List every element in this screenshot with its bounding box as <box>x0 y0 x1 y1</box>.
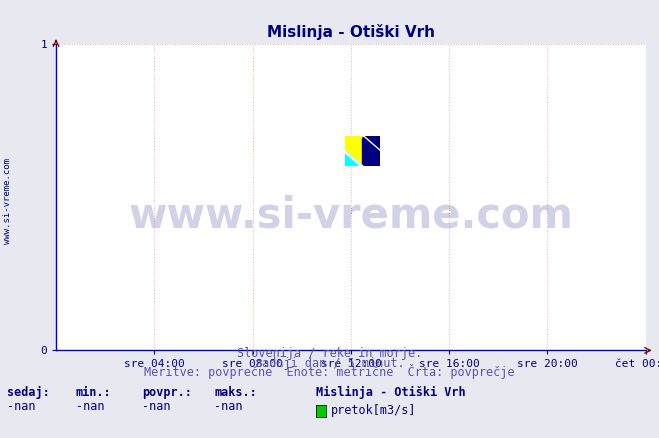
Polygon shape <box>345 136 363 152</box>
Text: www.si-vreme.com: www.si-vreme.com <box>129 194 573 237</box>
Polygon shape <box>345 136 362 166</box>
Text: Slovenija / reke in morje.: Slovenija / reke in morje. <box>237 347 422 360</box>
Title: Mislinja - Otiški Vrh: Mislinja - Otiški Vrh <box>267 24 435 40</box>
Text: -nan: -nan <box>214 399 243 413</box>
Text: -nan: -nan <box>7 399 35 413</box>
Text: sedaj:: sedaj: <box>7 386 49 399</box>
Polygon shape <box>345 151 363 166</box>
Text: Meritve: povprečne  Enote: metrične  Črta: povprečje: Meritve: povprečne Enote: metrične Črta:… <box>144 364 515 379</box>
Text: www.si-vreme.com: www.si-vreme.com <box>3 159 13 244</box>
Text: min.:: min.: <box>76 386 111 399</box>
Text: -nan: -nan <box>142 399 170 413</box>
Text: -nan: -nan <box>76 399 104 413</box>
Text: Mislinja - Otiški Vrh: Mislinja - Otiški Vrh <box>316 386 466 399</box>
Text: pretok[m3/s]: pretok[m3/s] <box>331 404 416 417</box>
Text: povpr.:: povpr.: <box>142 386 192 399</box>
Polygon shape <box>362 136 380 166</box>
Text: maks.:: maks.: <box>214 386 257 399</box>
Text: zadnji dan / 5 minut.: zadnji dan / 5 minut. <box>254 357 405 370</box>
